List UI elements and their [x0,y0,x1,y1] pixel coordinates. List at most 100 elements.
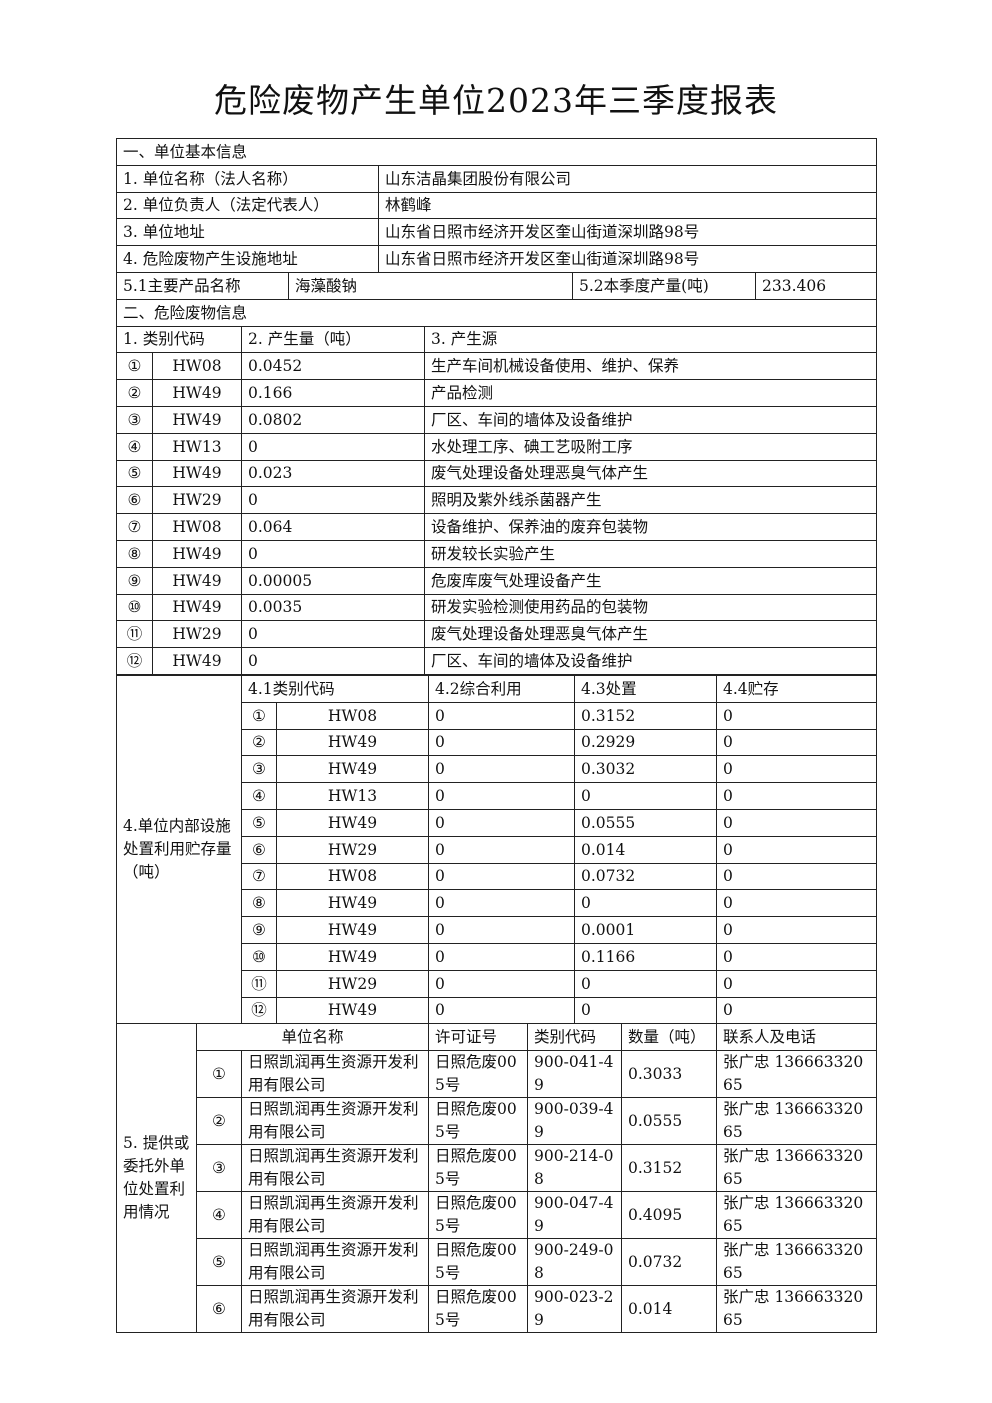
quantity: 0.0802 [241,405,425,434]
field-value: 山东省日照市经济开发区奎山街道深圳路98号 [377,218,878,247]
category-code: HW08 [276,701,429,730]
column-header-row: 4.单位内部设施处置利用贮存量（吨） 4.1类别代码 4.2综合利用 4.3处置 4.4… [116,674,877,1025]
external-row: ⑤ 日照凯润再生资源开发利用有限公司 日照危废005号 900-249-08 0.073… [117,1237,878,1286]
category-code: HW08 [152,513,242,541]
source: 厂区、车间的墙体及设备维护 [423,405,878,434]
source: 研发较长实验产生 [423,539,878,568]
row-number: ② [116,379,153,407]
column-header: 4.1类别代码 [241,675,429,703]
internal-row: ① HW08 0 0.3152 0 [117,701,877,730]
column-header: 单位名称 [195,1023,430,1051]
company-name: 日照凯润再生资源开发利用有限公司 [240,1096,430,1145]
waste-row: ① HW08 0.0452 生产车间机械设备使用、维护、保养 [116,352,878,381]
field-value: 海藻酸钠 [288,271,573,300]
source: 废气处理设备处理恶臭气体产生 [423,459,878,488]
permit-number: 日照危废005号 [428,1143,529,1192]
row-number: ⑥ [116,486,153,515]
company-name: 日照凯润再生资源开发利用有限公司 [240,1143,430,1192]
category-code: HW49 [276,889,429,918]
source: 厂区、车间的墙体及设备维护 [423,647,878,675]
category-code: HW49 [152,566,242,595]
company-name: 日照凯润再生资源开发利用有限公司 [240,1237,430,1286]
storage: 0 [716,755,877,784]
field-value: 林鹤峰 [377,191,878,220]
column-header: 1. 类别代码 [116,325,242,354]
utilization: 0 [428,835,575,864]
waste-row: ⑩ HW49 0.0035 研发实验检测使用药品的包装物 [116,593,878,622]
waste-row: ⑥ HW29 0 照明及紫外线杀菌器产生 [116,486,878,515]
source: 水处理工序、碘工艺吸附工序 [423,432,878,461]
internal-row: ⑫ HW49 0 0 0 [117,996,877,1025]
disposal: 0.2929 [574,728,717,757]
basic-info-row: 1. 单位名称（法人名称） 山东洁晶集团股份有限公司 [116,164,878,193]
field-label: 3. 单位地址 [116,218,379,247]
disposal: 0.1166 [574,942,717,971]
internal-row: ⑩ HW49 0 0.1166 0 [117,942,877,971]
row-number: ② [196,1096,242,1145]
row-number: ⑨ [116,566,153,595]
category-code: HW29 [152,620,242,649]
quantity: 0.0732 [621,1237,718,1286]
quantity: 0.4095 [621,1190,718,1239]
category-code: 900-249-08 [527,1237,623,1286]
category-code: HW49 [152,405,242,434]
section-header-row: 一、单位基本信息 [115,138,878,166]
utilization: 0 [428,862,575,891]
storage: 0 [716,728,877,757]
waste-row: ② HW49 0.166 产品检测 [116,379,878,407]
company-name: 日照凯润再生资源开发利用有限公司 [240,1284,430,1333]
category-code: HW49 [276,942,429,971]
row-number: ⑤ [116,459,153,488]
row-number: ⑦ [116,513,153,541]
section-title: 一、单位基本信息 [115,138,878,166]
field-value: 山东省日照市经济开发区奎山街道深圳路98号 [377,245,878,273]
source: 危废库废气处理设备产生 [423,566,878,595]
section-title: 二、危险废物信息 [115,298,878,327]
basic-info-table: 一、单位基本信息 1. 单位名称（法人名称） 山东洁晶集团股份有限公司 2. 单位负责… [115,138,878,675]
category-code: HW49 [276,916,429,944]
category-code: HW29 [152,486,242,515]
column-header: 4.4贮存 [716,675,877,703]
utilization: 0 [428,916,575,944]
column-header: 联系人及电话 [716,1023,878,1051]
category-code: HW13 [152,432,242,461]
row-number: ④ [241,782,277,810]
row-number: ⑦ [241,862,277,891]
row-number: ⑩ [116,593,153,622]
disposal: 0.0001 [574,916,717,944]
row-number: ⑨ [241,916,277,944]
row-number: ④ [196,1190,242,1239]
company-name: 日照凯润再生资源开发利用有限公司 [240,1190,430,1239]
quantity: 0 [241,432,425,461]
external-row: ③ 日照凯润再生资源开发利用有限公司 日照危废005号 900-214-08 0.315… [117,1143,878,1192]
field-label: 5.1主要产品名称 [116,271,289,300]
category-code: HW49 [276,728,429,757]
product-row: 5.1主要产品名称 海藻酸钠 5.2本季度产量(吨) 233.406 [116,271,878,300]
disposal: 0 [574,889,717,918]
source: 照明及紫外线杀菌器产生 [423,486,878,515]
quantity: 0.023 [241,459,425,488]
internal-row: ③ HW49 0 0.3032 0 [117,755,877,784]
row-number: ⑪ [241,969,277,998]
storage: 0 [716,782,877,810]
section-label: 5. 提供或委托外单位处置利用情况 [116,1023,197,1333]
disposal: 0 [574,782,717,810]
contact: 张广忠 13666332065 [716,1284,878,1333]
permit-number: 日照危废005号 [428,1049,529,1098]
field-label: 5.2本季度产量(吨) [572,271,756,300]
column-header: 4.2综合利用 [428,675,575,703]
quantity: 0 [241,539,425,568]
utilization: 0 [428,808,575,837]
row-number: ⑧ [241,889,277,918]
quantity: 0.0452 [241,352,425,381]
quantity: 0.0555 [621,1096,718,1145]
column-header: 数量（吨） [621,1023,718,1051]
permit-number: 日照危废005号 [428,1190,529,1239]
utilization: 0 [428,728,575,757]
waste-row: ⑦ HW08 0.064 设备维护、保养油的废弃包装物 [116,513,878,541]
row-number: ① [196,1049,242,1098]
quantity: 0.166 [241,379,425,407]
external-row: ⑥ 日照凯润再生资源开发利用有限公司 日照危废005号 900-023-29 0.014… [117,1284,878,1333]
field-value: 山东洁晶集团股份有限公司 [377,164,878,193]
company-name: 日照凯润再生资源开发利用有限公司 [240,1049,430,1098]
